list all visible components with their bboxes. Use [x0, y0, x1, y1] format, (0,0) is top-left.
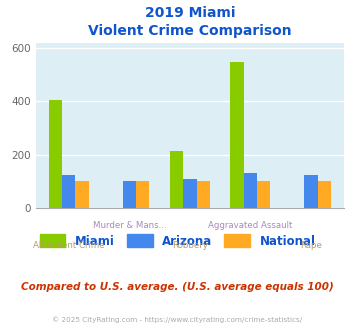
Bar — [257, 181, 271, 208]
Bar — [230, 62, 244, 208]
Legend: Miami, Arizona, National: Miami, Arizona, National — [35, 229, 320, 252]
Bar — [318, 181, 331, 208]
Text: Aggravated Assault: Aggravated Assault — [208, 221, 293, 230]
Bar — [49, 100, 62, 208]
Title: 2019 Miami
Violent Crime Comparison: 2019 Miami Violent Crime Comparison — [88, 6, 292, 38]
Text: Compared to U.S. average. (U.S. average equals 100): Compared to U.S. average. (U.S. average … — [21, 282, 334, 292]
Bar — [123, 181, 136, 208]
Bar — [197, 181, 210, 208]
Bar — [170, 151, 183, 208]
Text: Robbery: Robbery — [172, 241, 208, 250]
Text: Murder & Mans...: Murder & Mans... — [93, 221, 166, 230]
Bar — [304, 175, 318, 208]
Bar — [244, 173, 257, 208]
Bar — [136, 181, 149, 208]
Bar — [183, 179, 197, 208]
Bar — [62, 175, 76, 208]
Text: Rape: Rape — [300, 241, 322, 250]
Text: All Violent Crime: All Violent Crime — [33, 241, 105, 250]
Bar — [76, 181, 89, 208]
Text: © 2025 CityRating.com - https://www.cityrating.com/crime-statistics/: © 2025 CityRating.com - https://www.city… — [53, 317, 302, 323]
